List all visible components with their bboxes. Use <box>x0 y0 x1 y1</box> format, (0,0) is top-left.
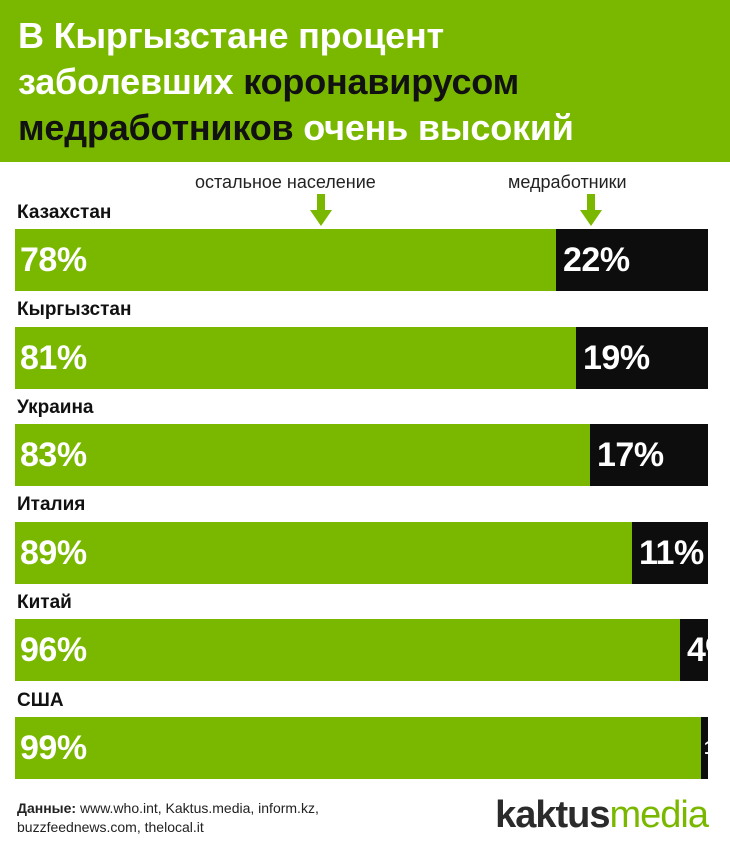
country-label: Китай <box>17 592 72 613</box>
bar-rest-population <box>15 424 590 486</box>
value-label-rest: 96% <box>20 631 87 669</box>
value-label-medics: 19% <box>583 339 650 377</box>
title-line: В Кыргызстане процент <box>18 14 444 58</box>
data-source-note: Данные: www.who.int, Kaktus.media, infor… <box>17 799 437 837</box>
country-label: Казахстан <box>17 202 112 223</box>
title-line: медработников очень высокий <box>18 106 574 150</box>
title-text-run: заболевших <box>18 61 244 102</box>
title-text-run: коронавирусом <box>243 61 520 102</box>
title-text-run: В Кыргызстане процент <box>18 15 444 56</box>
source-label: Данные: <box>17 800 77 816</box>
value-label-medics: 1% <box>704 738 730 758</box>
bar-row: 96% 4% <box>15 619 730 681</box>
country-label: Италия <box>17 494 86 515</box>
bar-row: 89% 11% <box>15 522 708 584</box>
value-label-medics: 22% <box>563 241 630 279</box>
country-label: США <box>17 690 64 711</box>
bar-rest-population <box>15 717 701 779</box>
bar-medics <box>590 424 708 486</box>
bar-row: 99% 1% <box>15 717 730 779</box>
bar-rest-population <box>15 619 680 681</box>
value-label-rest: 89% <box>20 534 87 572</box>
bar-medics <box>556 229 708 291</box>
title-text-run: медработников <box>18 107 294 148</box>
bar-medics <box>632 522 708 584</box>
value-label-medics: 4% <box>687 631 730 669</box>
bar-row: 83% 17% <box>15 424 708 486</box>
logo-part-media: media <box>609 794 709 836</box>
bar-medics <box>701 717 708 779</box>
title-banner: В Кыргызстане процент заболевших коронави… <box>0 0 730 162</box>
title-line: заболевших коронавирусом <box>18 60 519 104</box>
country-label: Украина <box>17 397 94 418</box>
legend-medics: медработники <box>508 172 627 192</box>
bar-rest-population <box>15 327 576 389</box>
bar-medics <box>576 327 708 389</box>
arrow-down-icon <box>580 194 602 226</box>
title-text-run: очень высокий <box>293 107 574 148</box>
value-label-rest: 78% <box>20 241 87 279</box>
value-label-medics: 11% <box>639 534 704 572</box>
value-label-medics: 17% <box>597 436 664 474</box>
bar-rest-population <box>15 229 556 291</box>
bar-row: 78% 22% <box>15 229 708 291</box>
logo-part-kaktus: kaktus <box>495 794 610 836</box>
legend-rest-population: остальное население <box>195 172 376 192</box>
source-text: www.who.int, Kaktus.media, inform.kz, bu… <box>17 800 319 835</box>
bar-rest-population <box>15 522 632 584</box>
value-label-rest: 81% <box>20 339 87 377</box>
kaktus-media-logo: kaktusmedia <box>448 792 709 838</box>
value-label-rest: 83% <box>20 436 87 474</box>
arrow-down-icon <box>310 194 332 226</box>
bar-medics <box>680 619 708 681</box>
value-label-rest: 99% <box>20 729 87 767</box>
bar-row: 81% 19% <box>15 327 708 389</box>
country-label: Кыргызстан <box>17 299 132 320</box>
